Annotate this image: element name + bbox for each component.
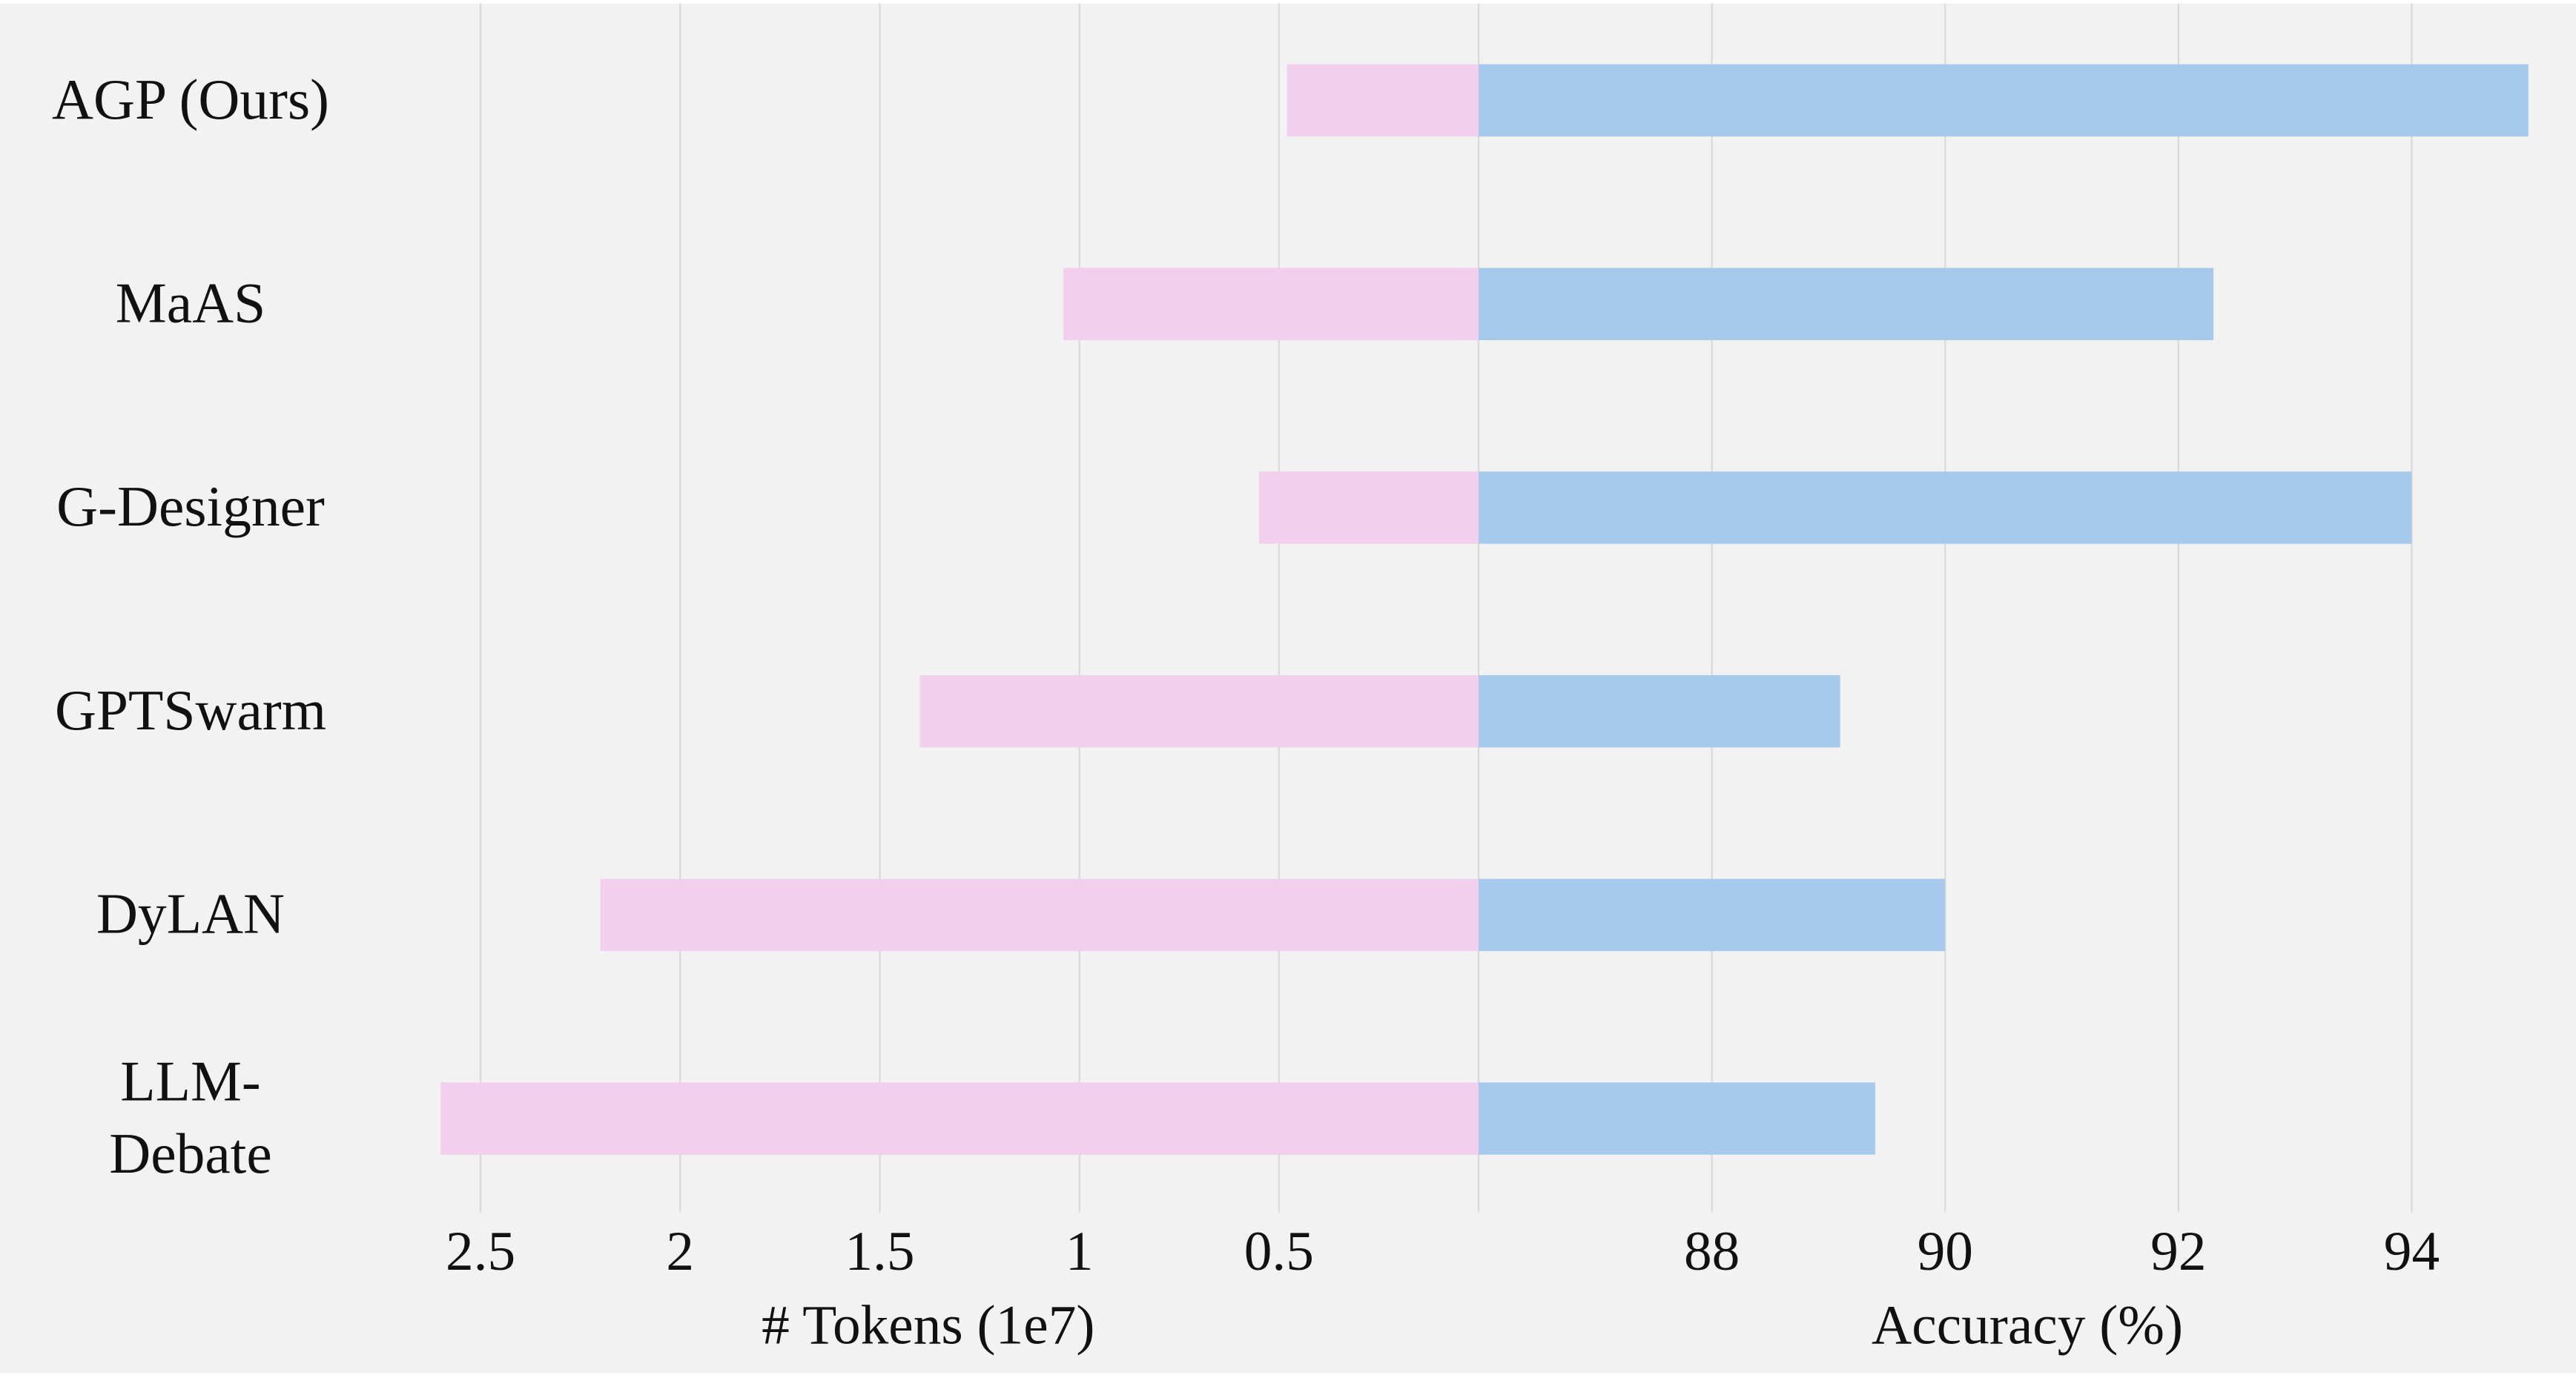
category-label: AGP (Ours) bbox=[52, 67, 329, 131]
accuracy-tick-label: 92 bbox=[2150, 1221, 2206, 1282]
category-label: DyLAN bbox=[96, 882, 285, 946]
accuracy-bar bbox=[1479, 471, 2412, 544]
category-label: LLM- bbox=[120, 1050, 260, 1113]
accuracy-tick-label: 90 bbox=[1918, 1221, 1973, 1282]
category-label: G-Designer bbox=[56, 474, 325, 538]
grid-lines bbox=[479, 3, 2413, 1213]
category-label: GPTSwarm bbox=[55, 678, 326, 742]
tokens-tick-label: 1.5 bbox=[845, 1221, 914, 1282]
accuracy-bar bbox=[1479, 675, 1840, 748]
accuracy-bar bbox=[1479, 268, 2214, 340]
tokens-bar bbox=[1258, 471, 1479, 544]
accuracy-bar bbox=[1479, 878, 1946, 952]
tokens-bar bbox=[919, 675, 1479, 748]
tick-labels: 2.5 2 1.5 1 0.5 88 90 92 94 bbox=[446, 1221, 2440, 1282]
accuracy-bar bbox=[1479, 1082, 1875, 1155]
category-label: MaAS bbox=[116, 271, 265, 335]
accuracy-tick-label: 88 bbox=[1684, 1221, 1740, 1282]
accuracy-axis-label: Accuracy (%) bbox=[1872, 1295, 2183, 1356]
tokens-bar bbox=[440, 1082, 1479, 1155]
tokens-tick-label: 0.5 bbox=[1244, 1221, 1314, 1282]
category-label: Debate bbox=[109, 1122, 272, 1185]
tokens-bar bbox=[1063, 268, 1479, 340]
tokens-bar bbox=[600, 878, 1479, 952]
tokens-tick-label: 1 bbox=[1066, 1221, 1094, 1282]
tokens-axis-label: # Tokens (1e7) bbox=[762, 1295, 1094, 1356]
tokens-bar bbox=[1287, 64, 1479, 137]
accuracy-bar bbox=[1479, 64, 2529, 137]
tokens-tick-label: 2 bbox=[666, 1221, 694, 1282]
accuracy-tick-label: 94 bbox=[2384, 1221, 2440, 1282]
category-labels: AGP (Ours) MaAS G-Designer GPTSwarm DyLAN LLM… bbox=[52, 67, 329, 1185]
bars bbox=[440, 64, 2529, 1155]
tokens-tick-label: 2.5 bbox=[446, 1221, 515, 1282]
